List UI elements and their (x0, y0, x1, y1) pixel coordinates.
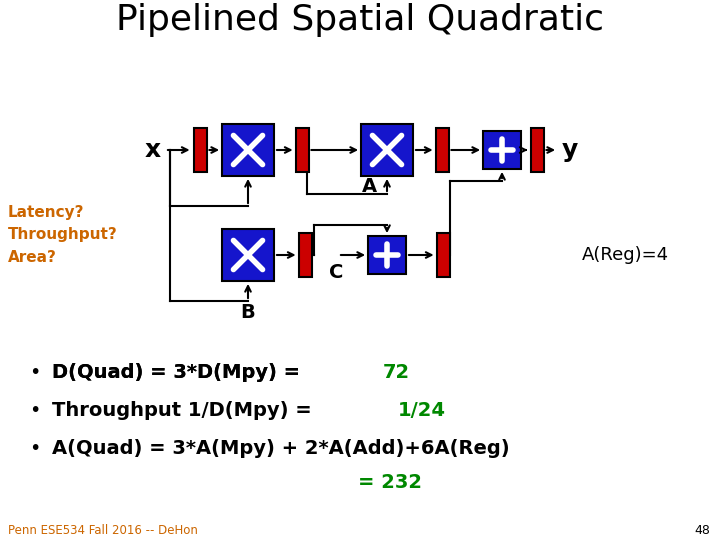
Bar (299, 233, 312, 277)
Text: 48: 48 (694, 523, 710, 537)
Text: C: C (329, 264, 343, 282)
Text: •: • (30, 401, 41, 420)
Text: 1/24: 1/24 (398, 401, 446, 420)
Text: A(Quad) = 3*A(Mpy) + 2*A(Add)+6A(Reg): A(Quad) = 3*A(Mpy) + 2*A(Add)+6A(Reg) (52, 438, 510, 457)
Text: B: B (240, 303, 256, 322)
Bar (361, 124, 413, 176)
Text: y: y (562, 138, 578, 162)
Bar (531, 128, 544, 172)
Text: 72: 72 (383, 362, 410, 381)
Text: = 232: = 232 (358, 474, 422, 492)
Text: A: A (361, 177, 377, 195)
Text: D(Quad) = 3*D(Mpy) =: D(Quad) = 3*D(Mpy) = (52, 362, 307, 381)
Bar (483, 131, 521, 169)
Text: D(Quad) = 3*D(Mpy) =: D(Quad) = 3*D(Mpy) = (52, 362, 307, 381)
Text: •: • (30, 362, 41, 381)
Text: Latency?
Throughput?
Area?: Latency? Throughput? Area? (8, 205, 118, 265)
Bar (222, 124, 274, 176)
Bar (222, 229, 274, 281)
Text: Pipelined Spatial Quadratic: Pipelined Spatial Quadratic (116, 3, 604, 37)
Text: Penn ESE534 Fall 2016 -- DeHon: Penn ESE534 Fall 2016 -- DeHon (8, 523, 198, 537)
Bar (194, 128, 207, 172)
Text: A(Reg)=4: A(Reg)=4 (582, 246, 669, 264)
Text: x: x (145, 138, 161, 162)
Bar (436, 128, 449, 172)
Text: •: • (30, 438, 41, 457)
Text: Throughput 1/D(Mpy) =: Throughput 1/D(Mpy) = (52, 401, 318, 420)
Bar (436, 233, 449, 277)
Bar (368, 236, 406, 274)
Bar (295, 128, 308, 172)
